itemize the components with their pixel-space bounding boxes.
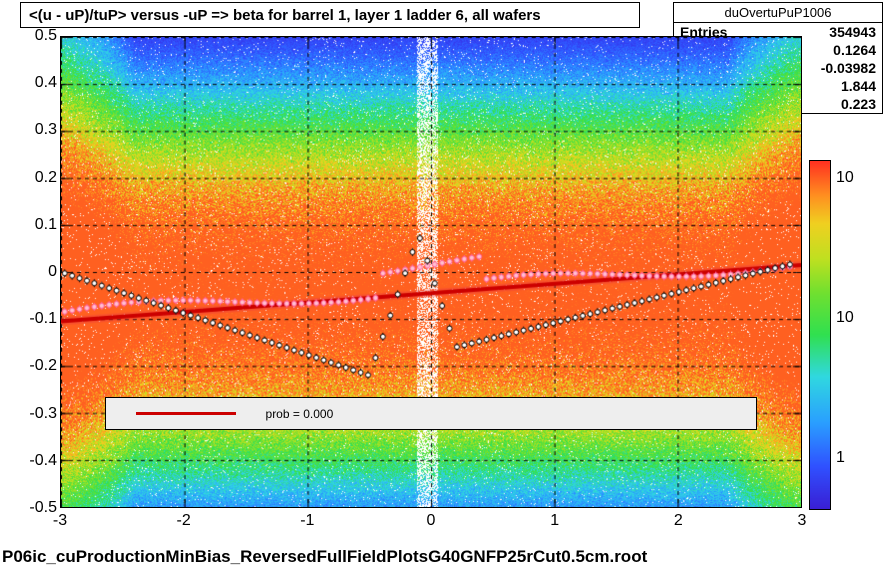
stats-value: -0.03982 [821, 60, 876, 76]
y-tick-label: 0.4 [35, 74, 57, 92]
x-tick-label: 1 [550, 512, 559, 530]
stats-value: 354943 [829, 24, 876, 40]
y-tick-label: 0.1 [35, 216, 57, 234]
plot-area [60, 36, 802, 508]
y-tick-label: 0 [48, 263, 57, 281]
legend-text: prob = 0.000 [266, 407, 334, 421]
x-tick-label: 3 [798, 512, 807, 530]
y-tick-label: -0.2 [29, 357, 57, 375]
y-tick-label: -0.1 [29, 310, 57, 328]
y-tick-label: -0.3 [29, 405, 57, 423]
x-tick-label: -3 [53, 512, 67, 530]
x-tick-label: 2 [674, 512, 683, 530]
legend-box: prob = 0.000 [105, 397, 758, 430]
colorbar-tick: 1 [836, 449, 845, 467]
stats-name: duOvertuPuP1006 [674, 3, 882, 23]
y-tick-label: 0.5 [35, 27, 57, 45]
stats-value: 1.844 [841, 78, 876, 94]
x-tick-label: -2 [177, 512, 191, 530]
caption-text: P06ic_cuProductionMinBias_ReversedFullFi… [2, 547, 647, 566]
colorbar-tick: 10 [836, 169, 854, 187]
heatmap-layer [61, 37, 801, 507]
stats-value: 0.1264 [833, 42, 876, 58]
y-tick-label: 0.2 [35, 169, 57, 187]
title-text: <(u - uP)/tuP> versus -uP => beta for ba… [29, 7, 541, 24]
y-tick-label: 0.3 [35, 121, 57, 139]
bottom-caption: P06ic_cuProductionMinBias_ReversedFullFi… [2, 547, 647, 567]
colorbar [809, 160, 831, 510]
plot-title: <(u - uP)/tuP> versus -uP => beta for ba… [20, 2, 640, 28]
legend-line-sample [136, 412, 236, 415]
stats-value: 0.223 [841, 96, 876, 112]
colorbar-tick: 10 [836, 309, 854, 327]
x-tick-label: 0 [427, 512, 436, 530]
x-tick-label: -1 [300, 512, 314, 530]
y-tick-label: -0.4 [29, 452, 57, 470]
